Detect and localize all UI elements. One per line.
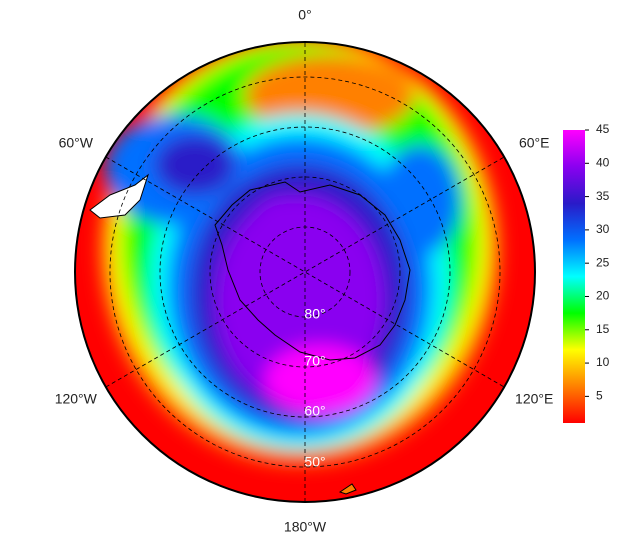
colorbar-tick-label: 45 xyxy=(596,122,610,136)
latitude-label: 70° xyxy=(304,353,325,369)
color-field xyxy=(75,42,535,502)
colorbar-tick-label: 15 xyxy=(596,322,610,336)
colorbar-tick-label: 10 xyxy=(596,355,610,369)
coastline xyxy=(89,173,149,219)
colorbar-tick-label: 20 xyxy=(596,289,610,303)
colorbar-tick-label: 40 xyxy=(596,155,610,169)
field-blob xyxy=(155,135,235,195)
coastline xyxy=(214,181,411,361)
colorbar-tick-label: 5 xyxy=(596,389,603,403)
field-blob xyxy=(265,345,375,415)
meridian-label: 120°W xyxy=(55,391,98,407)
latitude-label: 60° xyxy=(304,403,325,419)
field-blobs xyxy=(100,42,500,465)
colorbar: 5 10 15 20 25 30 35 40 45 xyxy=(563,122,610,423)
latitude-label: 80° xyxy=(304,306,325,322)
colorbar-tick-label: 25 xyxy=(596,255,610,269)
labels: 0° 60°E 120°E 180°W 120°W 60°W 80° 70° 60° 50° xyxy=(55,7,554,535)
map-overlay xyxy=(89,42,505,502)
field-blob xyxy=(240,195,330,305)
colorbar-gradient xyxy=(563,130,585,423)
coastline xyxy=(338,483,357,495)
meridian-label: 60°E xyxy=(519,135,550,151)
meridian-label: 60°W xyxy=(59,135,94,151)
colorbar-tick-label: 30 xyxy=(596,222,610,236)
meridian-label: 0° xyxy=(298,7,311,23)
meridian-label: 180°W xyxy=(284,519,327,535)
meridian-label: 120°E xyxy=(515,391,553,407)
latitude-circle xyxy=(109,76,501,468)
field-blob xyxy=(380,145,460,255)
map-border xyxy=(74,41,536,503)
colorbar-tick-label: 35 xyxy=(596,189,610,203)
latitude-label: 50° xyxy=(304,454,325,470)
